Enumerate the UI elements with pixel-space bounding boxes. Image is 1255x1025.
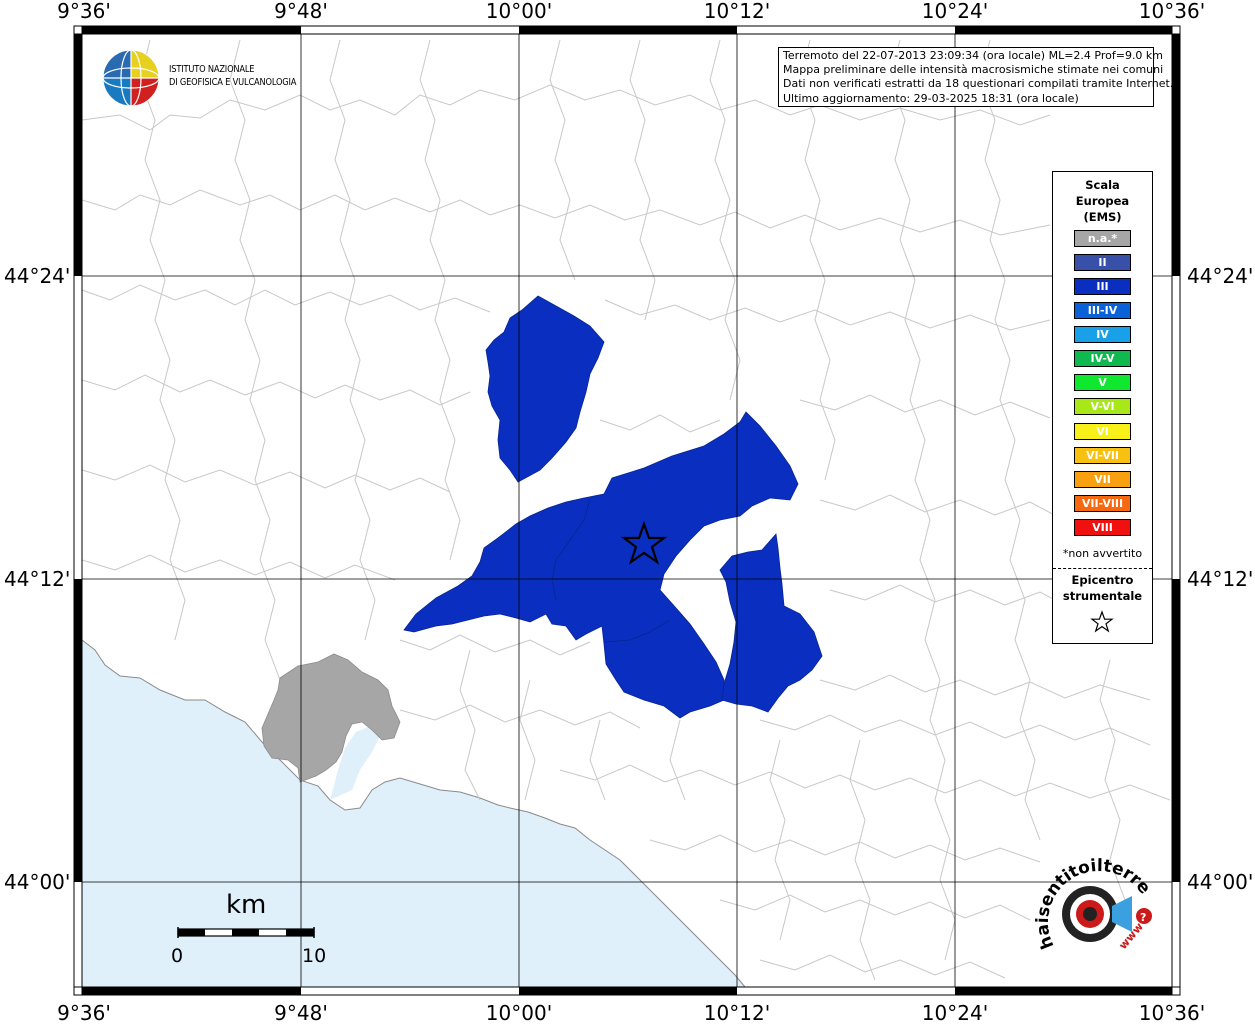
lon-label-top: 10°24' [921,0,989,23]
lon-label-bottom: 9°36' [57,1001,111,1025]
lat-label-left: 44°24' [4,264,71,288]
legend-item: III-IV [1074,302,1131,319]
lon-label-bottom: 10°12' [703,1001,771,1025]
legend-item: VI-VII [1074,447,1131,464]
lon-label-top: 9°36' [57,0,111,23]
event-info-line: Dati non verificati estratti da 18 quest… [783,77,1174,91]
legend-title-line: (EMS) [1083,210,1122,224]
scale-end: 10 [302,945,327,967]
legend-star-icon [1090,610,1114,633]
event-info-line: Terremoto del 22-07-2013 23:09:34 (ora l… [783,49,1164,62]
event-info-line: Mappa preliminare delle intensità macros… [783,63,1164,77]
ems-legend: Scala Europea (EMS) n.a.* II III III-IV … [1052,171,1153,644]
haisentito-logo: haisentitoilterremoto.it ? www [1023,843,1167,978]
area-intensity-III-east [719,533,823,713]
legend-title: Scala Europea (EMS) [1053,177,1152,225]
legend-item: II [1074,254,1131,271]
map-frame [73,25,1181,996]
legend-item: VII-VIII [1074,495,1131,512]
scale-bar: km 0 10 [160,890,340,970]
legend-divider [1053,568,1152,569]
lon-label-top: 9°48' [274,0,328,23]
legend-title-line: Scala [1085,178,1120,192]
lat-label-left: 44°12' [4,567,71,591]
lon-label-bottom: 9°48' [274,1001,328,1025]
legend-item: V-VI [1074,398,1131,415]
legend-item: IV-V [1074,350,1131,367]
target-logo-icon: haisentitoilterremoto.it ? www [1023,843,1154,952]
scale-ruler [177,927,315,938]
logo-text-line2: DI GEOFISICA E VULCANOLOGIA [169,77,297,88]
legend-note: *non avvertito [1062,547,1143,560]
area-not-available [261,653,401,783]
sea-area [82,640,745,987]
lon-label-bottom: 10°00' [485,1001,553,1025]
lat-label-left: 44°00' [4,870,71,894]
legend-title-line: Europea [1075,194,1130,208]
epicenter-star-icon [620,520,668,565]
coastline [81,639,746,988]
lat-label-right: 44°00' [1187,870,1254,894]
legend-item: VII [1074,471,1131,488]
legend-epicenter-label: Epicentro strumentale [1053,572,1152,604]
legend-item: V [1074,374,1131,391]
lon-label-top: 10°00' [485,0,553,23]
scale-start: 0 [171,945,184,967]
event-info-line: Ultimo aggiornamento: 29-03-2025 18:31 (… [783,91,1079,105]
event-info-box: Terremoto del 22-07-2013 23:09:34 (ora l… [778,47,1174,107]
gulf-inlet [330,726,380,800]
area-intensity-III-north [485,295,605,483]
lon-label-top: 10°36' [1138,0,1206,23]
lat-label-right: 44°12' [1187,567,1254,591]
logo-text-line1: ISTITUTO NAZIONALE [169,64,255,75]
legend-item: VI [1074,423,1131,440]
intensity-internal-borders [551,499,671,643]
question-mark: ? [1140,911,1146,924]
globe-icon [102,49,160,107]
lat-label-right: 44°24' [1187,264,1254,288]
lon-label-top: 10°12' [703,0,771,23]
lon-label-bottom: 10°24' [921,1001,989,1025]
legend-item: n.a.* [1074,230,1131,247]
legend-epicenter-line: strumentale [1062,589,1143,603]
legend-item: IV [1074,326,1131,343]
scale-unit: km [226,890,267,920]
graticule [82,34,1172,987]
area-intensity-III-central [403,411,799,719]
legend-item: III [1074,278,1131,295]
legend-item: VIII [1074,519,1131,536]
municipal-boundaries [81,39,1171,981]
lon-label-bottom: 10°36' [1138,1001,1206,1025]
ingv-logo: ISTITUTO NAZIONALE DI GEOFISICA E VULCAN… [100,47,340,109]
legend-epicenter-line: Epicentro [1071,573,1134,587]
